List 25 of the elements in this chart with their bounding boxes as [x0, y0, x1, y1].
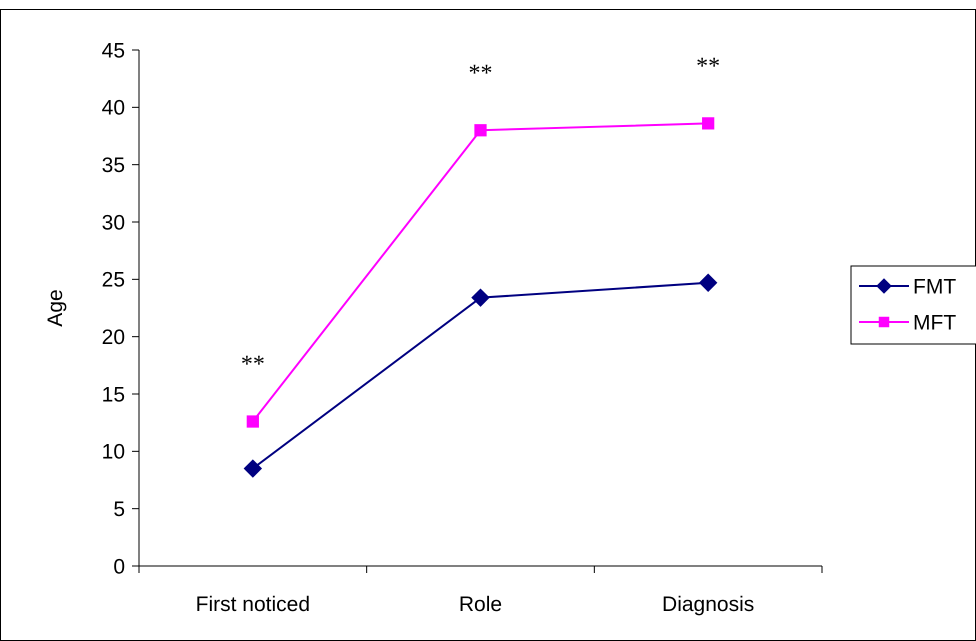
- y-tick-label: 10: [102, 440, 125, 464]
- y-tick-label: 35: [102, 154, 125, 178]
- annotation: **: [468, 60, 492, 86]
- x-tick-label: Role: [458, 593, 502, 616]
- y-tick-label: 30: [102, 211, 125, 234]
- legend-label: FMT: [913, 275, 956, 298]
- y-tick-label: 25: [102, 268, 125, 292]
- y-tick-label: 15: [102, 383, 125, 406]
- x-tick-label: Diagnosis: [662, 593, 754, 616]
- point: [246, 415, 259, 428]
- point: [244, 459, 262, 478]
- y-axis-title: Age: [44, 289, 67, 327]
- y-tick-label: 45: [102, 39, 125, 62]
- x-tick-label: First noticed: [196, 593, 310, 616]
- y-tick-label: 40: [102, 96, 125, 120]
- point: [702, 117, 714, 130]
- y-tick-label: 20: [102, 326, 125, 350]
- point: [698, 274, 718, 292]
- annotation: **: [240, 352, 265, 378]
- annotation: **: [696, 53, 720, 80]
- legend-label: MFT: [913, 311, 956, 334]
- y-tick-label: 5: [113, 498, 125, 522]
- point: [474, 124, 487, 136]
- y-tick-label: 0: [113, 555, 125, 578]
- point: [471, 288, 490, 307]
